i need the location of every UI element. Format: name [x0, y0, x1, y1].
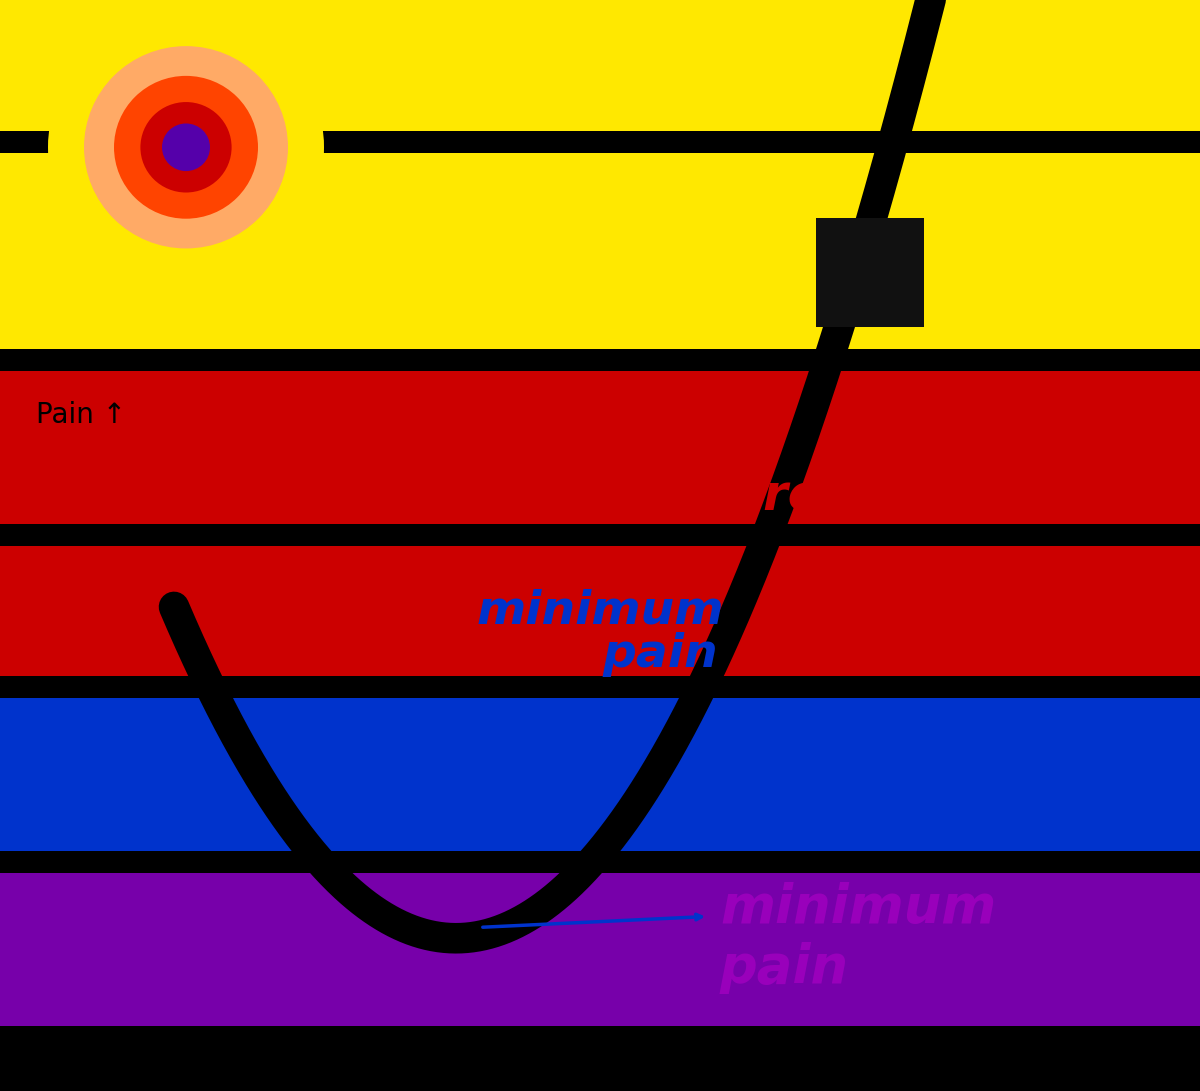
Bar	[0, 371, 1200, 524]
Text: pain: pain	[602, 632, 718, 678]
Ellipse shape	[114, 76, 258, 218]
Ellipse shape	[48, 11, 324, 284]
Text: Pain ↑: Pain ↑	[36, 400, 126, 429]
Bar	[0, 698, 1200, 851]
Text: minimum
pain: minimum pain	[720, 883, 996, 994]
Ellipse shape	[162, 123, 210, 171]
Text: too much process: too much process	[446, 472, 946, 520]
Bar	[0, 873, 1200, 1026]
Text: amount of process →: amount of process →	[311, 1041, 601, 1069]
Bar	[0, 0, 1200, 131]
Ellipse shape	[84, 46, 288, 249]
Bar	[0, 153, 1200, 349]
Ellipse shape	[140, 103, 232, 192]
Text: too little process: too little process	[145, 418, 623, 466]
Bar	[0, 546, 1200, 676]
Bar	[816, 218, 924, 327]
Text: minimum: minimum	[476, 588, 724, 634]
